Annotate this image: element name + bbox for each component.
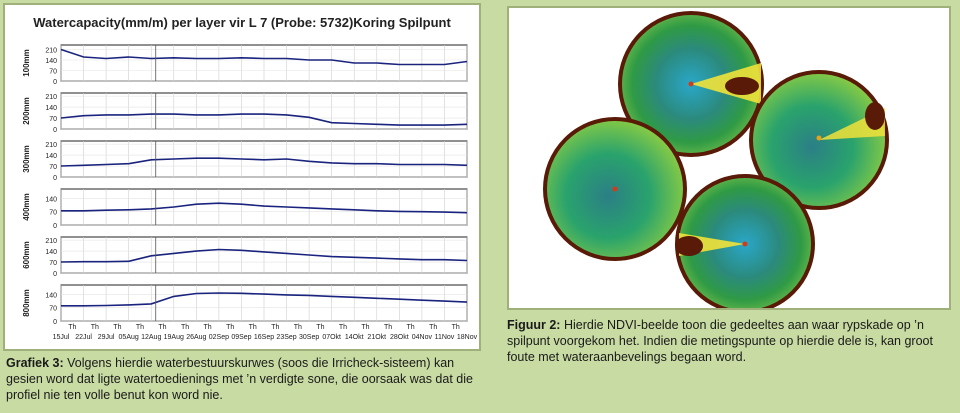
x-date-label: 09Sep — [231, 334, 251, 341]
series-line — [60, 157, 468, 167]
y-tick-label: 70 — [49, 210, 57, 217]
x-date-label: 22Jul — [75, 334, 92, 341]
layer-label: 100mm — [22, 49, 31, 77]
x-date-label: 12Aug — [141, 334, 161, 341]
x-date-label: 26Aug — [186, 334, 206, 341]
x-date-label: 18Nov — [457, 334, 478, 341]
y-tick-label: 140 — [45, 58, 57, 65]
x-day-label: Th — [181, 324, 189, 331]
x-day-label: Th — [136, 324, 144, 331]
x-date-label: 04Nov — [412, 334, 433, 341]
x-day-label: Th — [294, 324, 302, 331]
y-tick-label: 0 — [53, 175, 57, 182]
y-tick-label: 140 — [45, 153, 57, 160]
y-tick-label: 70 — [49, 116, 57, 123]
layer-chart-200mm: 210 140 70 0 200mm — [22, 92, 468, 134]
x-day-label: Th — [452, 324, 460, 331]
ndvi-circle-top — [618, 11, 764, 157]
x-date-label: 29Jul — [98, 334, 115, 341]
series-line — [60, 248, 468, 263]
x-date-label: 28Okt — [390, 334, 409, 341]
y-tick-label: 0 — [53, 223, 57, 230]
ndvi-circle-right — [749, 70, 889, 210]
x-day-label: Th — [316, 324, 324, 331]
chart-panel: Watercapacity(mm/m) per layer vir L 7 (P… — [3, 3, 481, 351]
x-date-label: 15Jul — [53, 334, 70, 341]
x-day-label: Th — [226, 324, 234, 331]
layer-chart-300mm: 210 140 70 0 300mm — [22, 140, 468, 182]
x-date-label: 16Sep — [254, 334, 274, 341]
layer-chart-600mm: 210 140 70 0 600mm — [22, 236, 468, 278]
layer-chart-400mm: 140 70 0 400mm — [22, 188, 468, 230]
left-caption-label: Grafiek 3: — [6, 356, 64, 370]
right-caption-label: Figuur 2: — [507, 318, 561, 332]
x-date-label: 30Sep — [299, 334, 319, 341]
y-tick-label: 70 — [49, 306, 57, 313]
x-day-label: Th — [158, 324, 166, 331]
right-caption: Figuur 2: Hierdie NDVI-beelde toon die g… — [507, 317, 952, 365]
layer-label: 600mm — [22, 241, 31, 269]
left-caption-text: Volgens hierdie waterbestuurskurwes (soo… — [6, 356, 473, 402]
x-date-label: 05Aug — [119, 334, 139, 341]
layer-chart-100mm: 210 140 70 0 100mm — [22, 44, 468, 86]
y-tick-label: 210 — [45, 94, 57, 101]
x-date-label: 14Okt — [345, 334, 364, 341]
y-tick-label: 0 — [53, 271, 57, 278]
ndvi-circle-left — [543, 117, 687, 261]
right-caption-text: Hierdie NDVI-beelde toon die gedeeltes a… — [507, 318, 933, 364]
series-line — [60, 113, 468, 126]
x-day-label: Th — [249, 324, 257, 331]
y-tick-label: 210 — [45, 48, 57, 55]
x-day-label: Th — [407, 324, 415, 331]
y-tick-label: 70 — [49, 164, 57, 171]
ndvi-circle-bottom — [675, 174, 815, 314]
y-tick-label: 0 — [53, 319, 57, 326]
series-line — [60, 48, 468, 66]
y-tick-label: 0 — [53, 79, 57, 86]
x-day-label: Th — [429, 324, 437, 331]
x-date-label: 19Aug — [164, 334, 184, 341]
chart-title: Watercapacity(mm/m) per layer vir L 7 (P… — [33, 15, 451, 30]
x-day-label: Th — [361, 324, 369, 331]
y-tick-label: 70 — [49, 260, 57, 267]
x-date-label: 07Okt — [322, 334, 341, 341]
x-day-label: Th — [384, 324, 392, 331]
y-tick-label: 140 — [45, 105, 57, 112]
y-tick-label: 140 — [45, 292, 57, 299]
x-day-label: Th — [204, 324, 212, 331]
y-tick-label: 210 — [45, 238, 57, 245]
x-day-label: Th — [113, 324, 121, 331]
y-tick-label: 140 — [45, 196, 57, 203]
x-date-label: 21Okt — [367, 334, 386, 341]
x-date-label: 11Nov — [435, 334, 455, 341]
x-day-label: Th — [271, 324, 279, 331]
layer-label: 200mm — [22, 97, 31, 125]
y-tick-label: 140 — [45, 249, 57, 256]
x-day-label: Th — [91, 324, 99, 331]
x-day-label: Th — [339, 324, 347, 331]
ndvi-panel — [507, 6, 951, 314]
ndvi-image — [543, 11, 889, 314]
y-tick-label: 0 — [53, 127, 57, 134]
x-day-label: Th — [68, 324, 76, 331]
layer-label: 400mm — [22, 193, 31, 221]
x-date-label: 02Sep — [209, 334, 229, 341]
series-line — [61, 202, 468, 214]
x-date-label: 23Sep — [276, 334, 296, 341]
layer-label: 800mm — [22, 289, 31, 317]
multi-layer-chart: 210 140 70 0 100mm 210 140 70 0 200mm 210 140 70 0 300… — [22, 44, 478, 341]
y-tick-label: 70 — [49, 69, 57, 76]
left-caption: Grafiek 3: Volgens hierdie waterbestuurs… — [6, 355, 476, 403]
layer-label: 300mm — [22, 145, 31, 173]
series-line — [61, 292, 468, 307]
layer-chart-800mm: 140 70 0 800mm — [22, 284, 468, 326]
y-tick-label: 210 — [45, 142, 57, 149]
